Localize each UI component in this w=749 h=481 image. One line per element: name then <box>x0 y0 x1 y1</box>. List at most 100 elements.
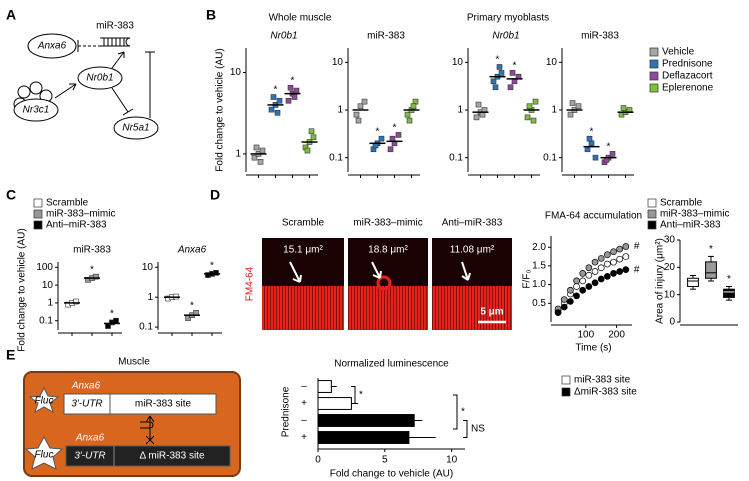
panel-label: E <box>6 347 15 363</box>
data-point <box>569 100 576 106</box>
pathway-diagram <box>13 33 159 140</box>
arrowhead <box>69 83 77 91</box>
data-point <box>532 98 539 105</box>
significance: * <box>359 390 363 401</box>
data-point <box>622 243 630 250</box>
significance: * <box>110 308 114 319</box>
data-point <box>524 114 531 121</box>
data-point <box>585 283 593 290</box>
data-point <box>293 87 300 94</box>
data-point <box>591 258 599 266</box>
bracket <box>463 420 468 438</box>
edge <box>54 83 77 99</box>
legend-label: Vehicle <box>662 47 695 58</box>
data-point <box>579 277 587 285</box>
y-tick-label: 1 <box>235 149 241 160</box>
data-point <box>412 98 419 105</box>
data-point <box>609 151 616 157</box>
data-point <box>575 103 582 110</box>
data-point <box>389 135 396 142</box>
panel-label: D <box>210 187 220 203</box>
chart-title: Normalized luminescence <box>334 359 449 370</box>
y-axis-label: Fold change to vehicle (AU) <box>17 228 28 351</box>
y-tick-label: 1 <box>47 298 53 309</box>
image-title: miR-383–mimic <box>353 218 422 229</box>
data-point <box>276 97 283 104</box>
significance: * <box>709 244 713 255</box>
node-label: Nr3c1 <box>23 105 50 116</box>
y-tick-label: 2.0 <box>532 242 546 253</box>
data-point <box>604 260 611 268</box>
significance: * <box>210 261 214 272</box>
data-point <box>353 111 360 118</box>
y-tick-label: 1 <box>337 105 343 116</box>
reporter: Fluc <box>35 450 54 461</box>
data-point <box>584 146 591 153</box>
chart-title: miR-383 <box>367 31 405 42</box>
legend-swatch <box>647 198 657 208</box>
y-tick-label: 10 <box>230 67 242 78</box>
data-point <box>387 146 394 153</box>
image-title: Anti–miR-383 <box>442 218 503 229</box>
data-point <box>554 309 562 317</box>
data-point <box>310 134 317 141</box>
gene: Anxa6 <box>75 433 105 444</box>
y-tick-label: 0.5 <box>532 298 546 309</box>
legend-swatch <box>649 47 659 57</box>
data-point <box>473 114 480 121</box>
stain-label: FM4-64 <box>245 266 256 301</box>
arrow <box>371 261 382 279</box>
data-point <box>492 84 499 91</box>
hairpin <box>103 38 125 46</box>
node <box>113 116 159 140</box>
legend-label: miR-383–mimic <box>46 209 115 220</box>
data-point <box>610 270 617 277</box>
block <box>145 435 155 445</box>
y-tick-label: – <box>301 381 307 392</box>
data-point <box>259 147 266 154</box>
significance: * <box>727 274 731 285</box>
legend-swatch <box>649 71 659 81</box>
data-point <box>509 70 516 76</box>
data-point <box>579 286 587 294</box>
legend-swatch <box>649 83 659 93</box>
data-point <box>567 111 574 118</box>
box <box>705 261 717 279</box>
data-point <box>591 279 599 287</box>
legend-label: miR-383 site <box>574 375 631 386</box>
data-point <box>567 298 574 305</box>
luciferase <box>24 435 64 470</box>
image-annotation: 18.8 μm² <box>368 245 408 256</box>
node <box>27 33 77 59</box>
data-point <box>257 159 264 165</box>
data-point <box>113 317 119 324</box>
x-axis-label: Time (s) <box>575 343 611 354</box>
data-point <box>496 64 503 70</box>
x-tick-label: 10 <box>446 455 458 466</box>
chart-title: miR-383 <box>581 31 619 42</box>
node <box>77 66 123 90</box>
panel-label: C <box>6 187 16 203</box>
significance: * <box>496 55 500 66</box>
data-point <box>253 144 260 151</box>
y-tick-label: 20 <box>664 262 676 273</box>
data-point <box>498 70 505 76</box>
node-label: Nr5a1 <box>122 123 149 134</box>
data-point <box>622 266 630 274</box>
significance: * <box>274 85 278 96</box>
significance: # <box>634 241 640 252</box>
data-point <box>251 154 258 161</box>
data-point <box>395 132 402 138</box>
legend-label: Eplerenone <box>662 83 714 94</box>
data-point <box>560 296 568 303</box>
x-tick-label: 100 <box>577 330 594 341</box>
data-point <box>213 270 219 276</box>
edge <box>111 51 125 69</box>
box <box>687 277 699 287</box>
y-tick-label: 1 <box>147 292 153 303</box>
bracket <box>453 394 458 430</box>
y-tick-label: 1 <box>551 105 557 116</box>
data-point <box>573 283 580 290</box>
y-tick-label: 1.5 <box>532 261 546 272</box>
